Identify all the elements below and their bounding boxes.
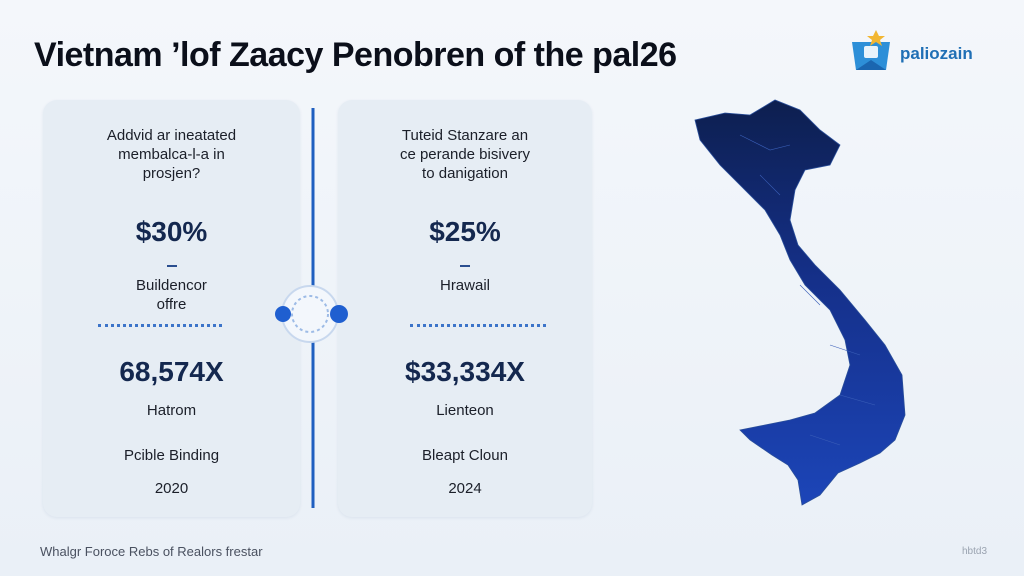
label: Lienteon bbox=[436, 402, 494, 419]
stat: $33,334X bbox=[405, 356, 525, 387]
source: Bleapt Cloun bbox=[422, 447, 508, 464]
question: prosjen? bbox=[142, 165, 201, 182]
center-connector bbox=[275, 108, 348, 508]
dash bbox=[460, 265, 470, 267]
question: membalca-l-a in bbox=[118, 146, 225, 163]
label: offre bbox=[156, 296, 187, 313]
dash bbox=[166, 265, 177, 267]
logo-icon bbox=[852, 30, 890, 70]
question: Tuteid Stanzare an bbox=[401, 127, 529, 144]
label: Hatrom bbox=[146, 402, 197, 419]
stat: $30% bbox=[135, 216, 208, 247]
year: 2020 bbox=[154, 480, 189, 497]
question: Addvid ar ineatated bbox=[106, 127, 237, 144]
year: 2024 bbox=[448, 480, 482, 497]
stat-card: Addvid ar ineatated membalca-l-a in pros… bbox=[43, 100, 300, 517]
footer-corner: hbtd3 bbox=[962, 546, 988, 557]
label: Hrawail bbox=[439, 277, 490, 294]
source: Pcible Binding bbox=[123, 447, 220, 464]
stat: 68,574X bbox=[119, 356, 224, 387]
stat-card: Tuteid Stanzare an ce perande bisivery t… bbox=[338, 100, 592, 517]
label: Buildencor bbox=[136, 277, 207, 294]
divider bbox=[410, 324, 546, 327]
title: Vietnam ’lof Zaacy Penobren of the pal26 bbox=[34, 36, 677, 74]
divider bbox=[98, 324, 222, 327]
logo-text: paliozain bbox=[900, 44, 973, 63]
question: ce perande bisivery bbox=[399, 146, 531, 163]
footer-note: Whalgr Foroce Rebs of Realors frestar bbox=[40, 544, 263, 559]
stat: $25% bbox=[429, 216, 501, 247]
question: to danigation bbox=[422, 165, 508, 182]
map bbox=[694, 99, 906, 506]
